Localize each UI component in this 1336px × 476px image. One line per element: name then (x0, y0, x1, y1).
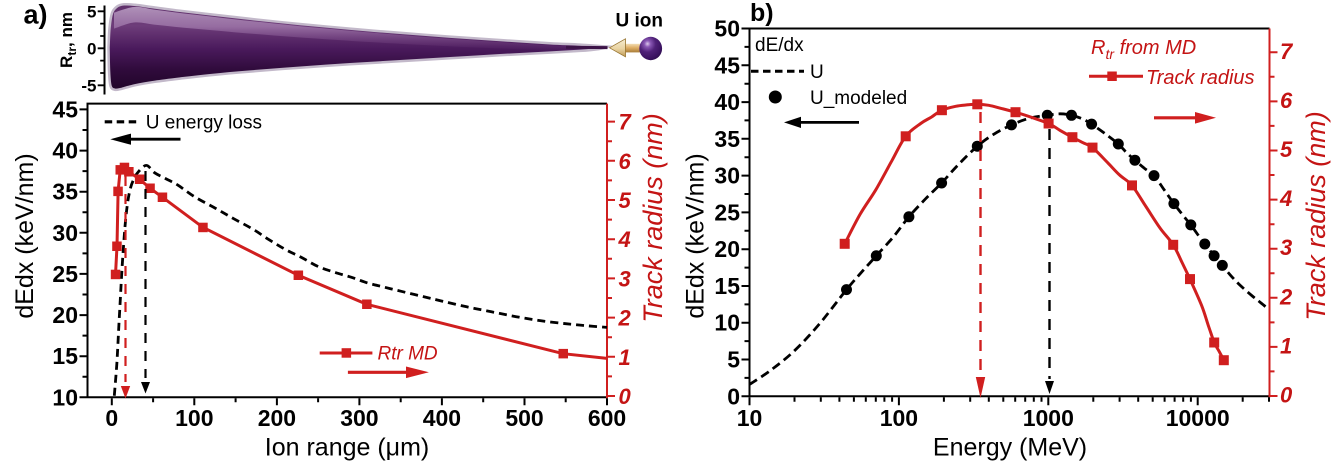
svg-text:dE/dx: dE/dx (755, 35, 804, 56)
svg-text:0: 0 (1280, 383, 1293, 408)
svg-text:20: 20 (714, 236, 740, 262)
svg-text:4: 4 (618, 227, 631, 252)
svg-text:4: 4 (1279, 186, 1292, 211)
svg-text:30: 30 (714, 163, 740, 189)
svg-text:45: 45 (52, 96, 78, 122)
svg-text:U_modeled: U_modeled (810, 88, 907, 109)
svg-text:5: 5 (87, 3, 96, 22)
svg-text:Rtr MD: Rtr MD (378, 344, 438, 365)
svg-text:-5: -5 (81, 77, 96, 96)
svg-text:10000: 10000 (1166, 405, 1230, 431)
svg-text:6: 6 (619, 149, 632, 174)
svg-text:6: 6 (1280, 88, 1293, 113)
svg-text:20: 20 (52, 302, 78, 328)
svg-text:15: 15 (52, 343, 78, 369)
svg-text:10: 10 (714, 310, 740, 336)
svg-text:0: 0 (105, 405, 118, 431)
svg-text:1: 1 (619, 345, 631, 370)
svg-text:35: 35 (52, 179, 78, 205)
svg-text:25: 25 (52, 261, 78, 287)
svg-text:Ion range (μm): Ion range (μm) (265, 434, 429, 462)
svg-text:0: 0 (619, 384, 632, 409)
svg-text:Energy (MeV): Energy (MeV) (933, 434, 1087, 462)
svg-text:10: 10 (52, 384, 78, 410)
svg-text:5: 5 (619, 188, 632, 213)
svg-text:100: 100 (880, 405, 918, 431)
svg-text:1000: 1000 (1023, 405, 1074, 431)
svg-text:100: 100 (175, 405, 213, 431)
svg-text:Track radius: Track radius (1146, 67, 1255, 89)
svg-text:3: 3 (1280, 235, 1292, 260)
svg-text:600: 600 (588, 405, 626, 431)
svg-text:50: 50 (714, 16, 740, 42)
svg-text:0: 0 (727, 383, 740, 409)
svg-text:2: 2 (1279, 284, 1293, 309)
svg-text:b): b) (750, 0, 774, 27)
svg-text:40: 40 (714, 89, 740, 115)
svg-text:30: 30 (52, 220, 78, 246)
svg-text:200: 200 (258, 405, 296, 431)
svg-text:400: 400 (423, 405, 461, 431)
svg-text:a): a) (24, 0, 48, 30)
svg-text:500: 500 (505, 405, 543, 431)
svg-text:Rtr, nm: Rtr, nm (57, 12, 79, 68)
svg-text:3: 3 (619, 266, 631, 291)
svg-text:5: 5 (727, 347, 740, 373)
svg-text:25: 25 (714, 199, 740, 225)
svg-text:Track radius (nm): Track radius (nm) (638, 113, 668, 323)
svg-text:7: 7 (1280, 39, 1294, 64)
svg-text:40: 40 (52, 138, 78, 164)
svg-text:U ion: U ion (616, 11, 664, 32)
svg-text:1: 1 (1280, 333, 1292, 358)
svg-text:10: 10 (737, 405, 763, 431)
svg-text:U: U (810, 62, 824, 83)
svg-text:0: 0 (87, 40, 96, 59)
svg-text:2: 2 (618, 306, 632, 331)
svg-text:300: 300 (340, 405, 378, 431)
svg-text:U energy loss: U energy loss (146, 113, 262, 134)
svg-text:45: 45 (714, 52, 740, 78)
svg-text:35: 35 (714, 126, 740, 152)
svg-text:dEdx (keV/nm): dEdx (keV/nm) (11, 153, 39, 318)
svg-text:5: 5 (1280, 137, 1293, 162)
svg-text:7: 7 (619, 110, 633, 135)
svg-text:Track radius (nm): Track radius (nm) (1301, 111, 1331, 321)
svg-text:15: 15 (714, 273, 740, 299)
svg-text:dEdx (keV/nm): dEdx (keV/nm) (682, 153, 710, 318)
